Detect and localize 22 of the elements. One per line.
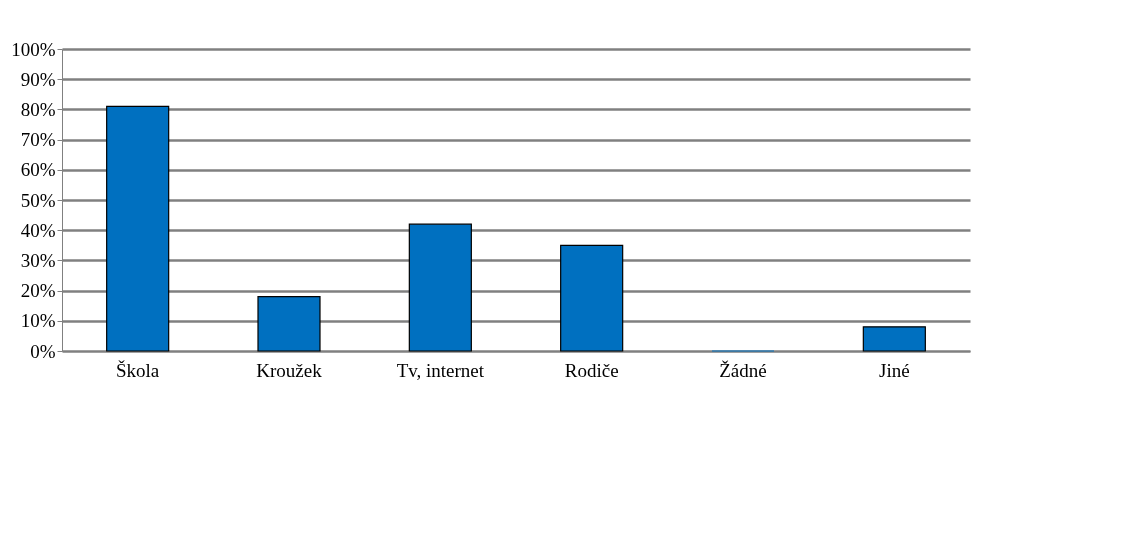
x-tick-label: Škola [116, 359, 160, 381]
bar [408, 223, 472, 352]
y-tick-label: 60% [20, 159, 56, 181]
x-tick-label: Kroužek [256, 359, 323, 381]
bar [862, 326, 926, 352]
x-tick-label: Žádné [719, 359, 767, 381]
y-tick-label: 100% [11, 38, 56, 60]
y-tick-label: 50% [20, 189, 56, 211]
y-tick-label: 30% [20, 249, 56, 271]
y-tick-label: 10% [20, 310, 56, 332]
y-tick-label: 20% [20, 280, 56, 302]
y-tick-label: 80% [20, 98, 56, 120]
y-tick-label: 0% [30, 340, 56, 362]
bar [106, 105, 170, 352]
bar [560, 244, 624, 352]
y-tick-label: 90% [20, 68, 56, 90]
y-tick-label: 70% [20, 129, 56, 151]
x-tick-label: Jiné [879, 359, 910, 381]
x-tick-label: Rodiče [564, 359, 619, 381]
bar [257, 296, 321, 352]
y-tick-label: 40% [20, 219, 56, 241]
x-tick-label: Tv, internet [396, 359, 485, 381]
